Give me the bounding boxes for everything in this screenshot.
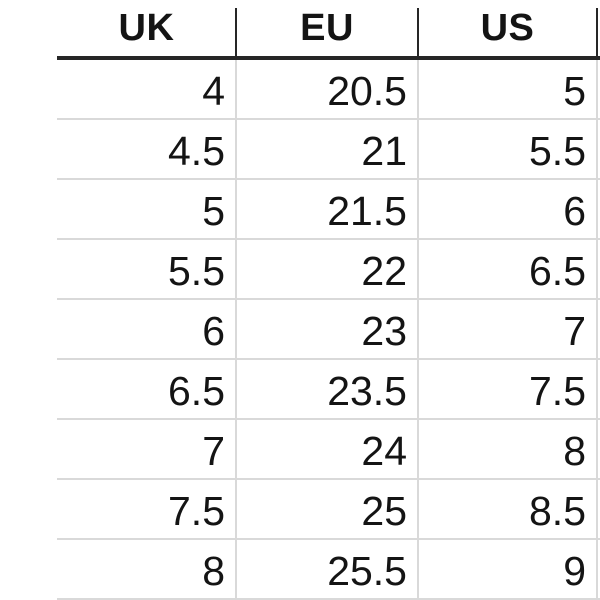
cell-uk: 5.5 xyxy=(168,248,225,294)
cell-us: 9 xyxy=(563,548,586,594)
table-row: 6.5 23.5 7.5 xyxy=(57,360,600,420)
cell-us: 6.5 xyxy=(529,248,586,294)
cell-eu: 20.5 xyxy=(327,68,407,114)
column-header-us: US xyxy=(480,6,535,49)
cell-eu: 23 xyxy=(361,308,407,354)
body-column-divider xyxy=(596,60,598,600)
cell-us: 5.5 xyxy=(529,128,586,174)
table-row: 4.5 21 5.5 xyxy=(57,120,600,180)
cell-us: 8.5 xyxy=(529,488,586,534)
cell-uk: 4 xyxy=(202,68,225,114)
cell-uk: 5 xyxy=(202,188,225,234)
column-header-uk: UK xyxy=(118,6,175,49)
cell-uk: 8 xyxy=(202,548,225,594)
body-column-divider xyxy=(235,60,237,600)
cell-eu: 25 xyxy=(361,488,407,534)
cell-eu: 21.5 xyxy=(327,188,407,234)
table-row: 7.5 25 8.5 xyxy=(57,480,600,540)
cell-us: 7.5 xyxy=(529,368,586,414)
cell-eu: 21 xyxy=(361,128,407,174)
cell-uk: 6 xyxy=(202,308,225,354)
header-column-divider xyxy=(596,8,598,57)
column-header-eu: EU xyxy=(300,6,354,49)
cell-eu: 24 xyxy=(361,428,407,474)
cell-uk: 4.5 xyxy=(168,128,225,174)
table-row: 5.5 22 6.5 xyxy=(57,240,600,300)
header-column-divider xyxy=(235,8,237,57)
cell-uk: 7.5 xyxy=(168,488,225,534)
table-row: 5 21.5 6 xyxy=(57,180,600,240)
table-row: 8 25.5 9 xyxy=(57,540,600,600)
cell-eu: 22 xyxy=(361,248,407,294)
table-header-row: UK EU US xyxy=(57,0,600,60)
size-conversion-table: UK EU US 4 20.5 5 4.5 21 5.5 5 21.5 6 5.… xyxy=(57,0,600,600)
cell-uk: 6.5 xyxy=(168,368,225,414)
table-row: 4 20.5 5 xyxy=(57,60,600,120)
table-row: 7 24 8 xyxy=(57,420,600,480)
cell-us: 8 xyxy=(563,428,586,474)
cell-us: 6 xyxy=(563,188,586,234)
header-column-divider xyxy=(417,8,419,57)
cell-us: 7 xyxy=(563,308,586,354)
table-row: 6 23 7 xyxy=(57,300,600,360)
cell-us: 5 xyxy=(563,68,586,114)
cell-eu: 25.5 xyxy=(327,548,407,594)
cell-eu: 23.5 xyxy=(327,368,407,414)
cell-uk: 7 xyxy=(202,428,225,474)
body-column-divider xyxy=(417,60,419,600)
